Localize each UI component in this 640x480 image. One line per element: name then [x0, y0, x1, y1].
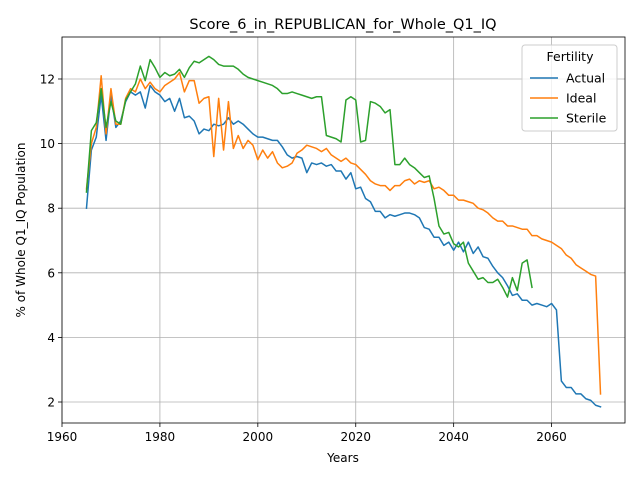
x-tick-label: 2020 — [340, 430, 371, 444]
x-tick-label: 1980 — [145, 430, 176, 444]
legend-label-sterile: Sterile — [566, 111, 607, 126]
x-axis-label: Years — [326, 451, 359, 465]
legend: Fertility Actual Ideal Sterile — [521, 44, 618, 132]
series-line-ideal — [85, 71, 602, 395]
x-tick-label: 2000 — [243, 430, 274, 444]
x-axis: 1960 1980 2000 2020 2040 2060 — [47, 423, 567, 444]
series-line-sterile — [85, 55, 533, 298]
y-axis-label: % of Whole Q1_IQ Population — [14, 143, 28, 318]
legend-title: Fertility — [547, 49, 595, 64]
legend-label-ideal: Ideal — [566, 91, 596, 106]
plot-frame — [61, 36, 626, 424]
y-tick-label: 12 — [40, 72, 55, 86]
y-tick-label: 10 — [40, 137, 55, 151]
x-tick-label: 2040 — [438, 430, 469, 444]
x-tick-label: 2060 — [536, 430, 567, 444]
y-axis: 2 4 6 8 10 12 — [40, 72, 62, 410]
y-tick-label: 4 — [47, 331, 55, 345]
series-layer — [85, 55, 602, 408]
x-tick-label: 1960 — [47, 430, 78, 444]
legend-items: Actual Ideal Sterile — [530, 71, 607, 126]
y-tick-label: 2 — [47, 396, 55, 410]
chart-title: Score_6_in_REPUBLICAN_for_Whole_Q1_IQ — [189, 17, 496, 33]
series-line-actual — [85, 84, 602, 408]
legend-box — [521, 44, 618, 132]
legend-label-actual: Actual — [566, 71, 605, 86]
y-tick-label: 6 — [47, 266, 55, 280]
y-tick-label: 8 — [47, 202, 55, 216]
